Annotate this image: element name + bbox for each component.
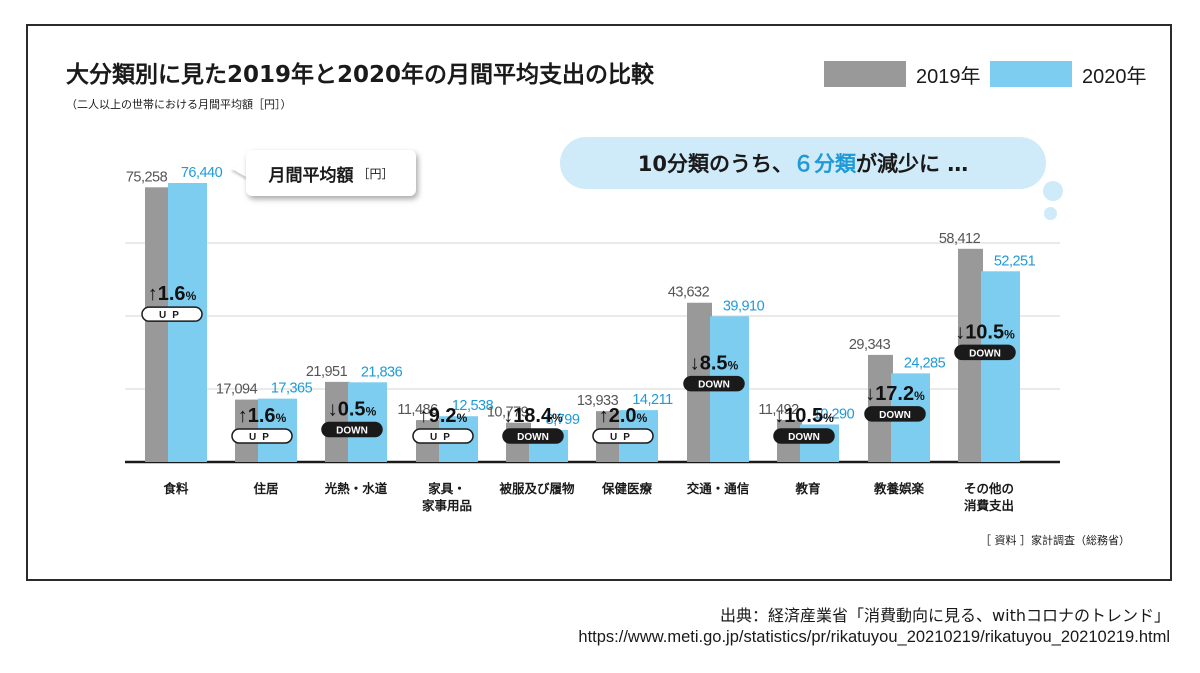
change-badge: ↓10.5% DOWN [954,321,1016,361]
value-label-2019: 21,951 [306,364,348,380]
unit-callout-label: 月間平均額 [268,165,354,186]
up-pill [592,428,654,444]
down-pill [954,344,1016,361]
category-label: 被服及び履物 [499,481,575,496]
change-percent: ↑2.0% [599,405,648,427]
change-direction-label: UP [430,432,456,443]
value-label-2020: 24,285 [904,355,946,371]
down-pill [683,375,745,392]
change-badge: ↑1.6% UP [231,405,293,444]
change-badge: ↓17.2% DOWN [864,383,926,422]
change-percent: ↓17.2% [865,383,925,405]
value-label-2019: 75,258 [126,169,168,185]
unit-callout-suffix: ［円］ [357,166,394,181]
change-direction-label: UP [610,432,636,443]
up-pill [231,428,293,444]
legend-swatch-2019 [824,61,906,87]
legend-label-2019: 2019年 [916,65,981,88]
change-direction-label: UP [249,432,275,443]
value-label-2019: 11,492 [758,402,799,418]
value-label-2019: 17,094 [216,382,258,398]
value-label-2020: 14,211 [632,392,673,408]
value-label-2020: 76,440 [181,165,223,181]
value-label-2020: 10,290 [813,406,855,422]
value-label-2020: 12,538 [452,398,494,414]
change-percent: ↓10.5% [774,405,834,427]
down-pill [864,406,926,422]
down-pill [773,428,835,444]
value-label-2019: 11,486 [397,402,438,418]
bubble-dot-large [1043,181,1063,201]
unit-callout: 月間平均額 ［円］ [246,150,416,196]
value-label-2020: 52,251 [994,253,1036,269]
category-label: 教育 [794,481,821,496]
bar-2020 [168,182,207,462]
change-percent: ↑1.6% [238,405,287,427]
value-label-2020: 8,799 [546,412,580,428]
category-label: 教養娯楽 [873,481,925,496]
change-direction-label: DOWN [879,410,911,421]
source-note: ［ 資料 ］家計調査（総務省） [980,534,1130,547]
summary-callout-post: が減少に … [855,152,969,176]
change-direction-label: DOWN [336,426,368,437]
legend-swatch-2020 [990,61,1072,87]
category-label: 消費支出 [964,498,1014,513]
category-label: 食料 [162,481,189,496]
chart-title: 大分類別に見た2019年と2020年の月間平均支出の比較 [66,62,655,88]
down-pill [321,421,383,438]
category-label: 家具・ [428,481,466,496]
chart-subtitle: （二人以上の世帯における月間平均額［円］） [66,98,292,111]
change-badge: ↑2.0% UP [592,405,654,444]
change-percent: ↓10.5% [955,321,1015,343]
value-label-2020: 21,836 [361,364,403,380]
change-direction-label: DOWN [969,348,1001,359]
value-label-2019: 29,343 [849,337,891,353]
value-label-2019: 43,632 [668,285,710,301]
change-percent: ↑1.6% [148,283,197,305]
category-label: 住居 [253,481,278,496]
value-label-2019: 58,412 [939,231,981,247]
legend-label-2020: 2020年 [1082,65,1147,88]
down-pill [502,428,564,444]
change-badge: ↓0.5% DOWN [321,399,383,438]
change-direction-label: DOWN [788,432,820,443]
category-label: 交通・通信 [687,481,750,496]
credit-source: 出典：経済産業省「消費動向に見る、withコロナのトレンド」 [720,606,1170,625]
up-pill [412,428,474,444]
value-label-2019: 10,779 [487,405,529,421]
category-label: 保健医療 [601,481,653,496]
change-badge: ↓18.4% DOWN [502,405,564,444]
change-direction-label: DOWN [517,432,549,443]
change-percent: ↓18.4% [503,405,563,427]
change-badge: ↓10.5% DOWN [773,405,835,444]
change-direction-label: DOWN [698,380,730,391]
value-label-2019: 13,933 [577,393,619,409]
credit-url: https://www.meti.go.jp/statistics/pr/rik… [578,628,1170,646]
legend-item-2019: 2019年 [824,61,981,88]
summary-callout-highlight: ６分類 [792,152,856,176]
value-label-2020: 17,365 [271,381,313,397]
change-direction-label: UP [159,310,185,321]
summary-callout-pre: 10分類のうち、 [637,152,793,176]
change-percent: ↑9.2% [419,405,468,427]
unit-callout-tail [232,160,248,178]
bar-2019 [145,187,170,463]
bubble-dot-small [1044,207,1057,220]
legend-item-2020: 2020年 [990,61,1147,88]
bar-2020 [981,271,1020,462]
change-badge: ↓8.5% DOWN [683,353,745,392]
category-label: 光熱・水道 [324,481,388,496]
summary-callout-bubble: 10分類のうち、 ６分類 が減少に … [560,137,1046,189]
value-label-2020: 39,910 [723,298,765,314]
change-percent: ↓0.5% [328,399,377,421]
category-label: 家事用品 [422,498,472,513]
category-label: その他の [964,481,1014,496]
change-badge: ↑1.6% UP [141,283,203,322]
up-pill [141,306,203,322]
change-badge: ↑9.2% UP [412,405,474,444]
change-percent: ↓8.5% [690,353,739,375]
